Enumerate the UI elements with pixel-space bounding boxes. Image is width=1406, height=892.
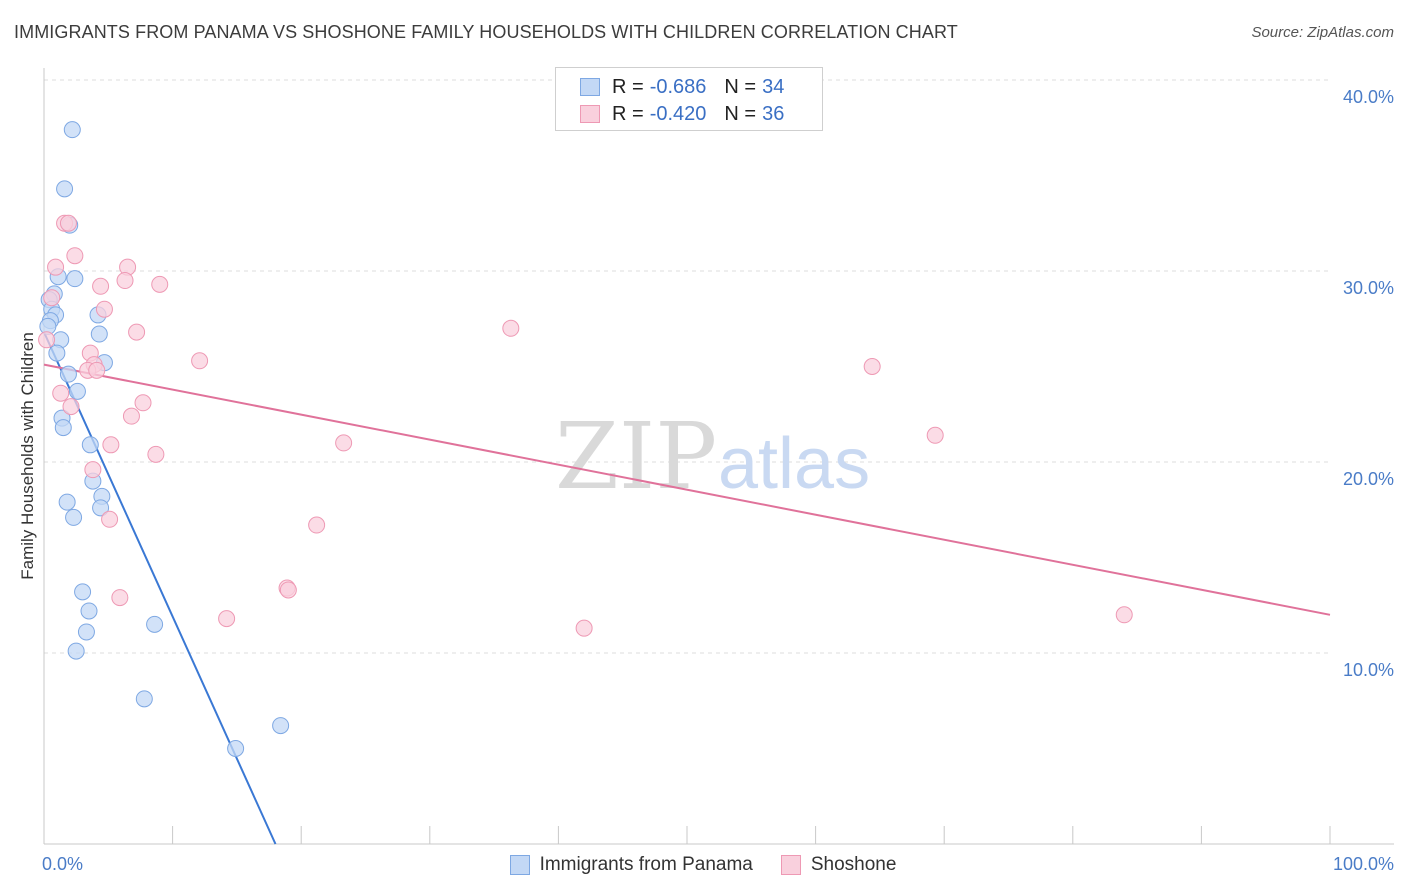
source-credit: Source: ZipAtlas.com bbox=[1251, 24, 1394, 41]
point-shoshone bbox=[502, 319, 520, 337]
point-shoshone bbox=[134, 394, 152, 412]
point-shoshone bbox=[66, 247, 84, 265]
point-shoshone bbox=[147, 445, 165, 463]
series-legend-shoshone[interactable]: Shoshone bbox=[780, 854, 897, 876]
legend-swatch-shoshone bbox=[580, 105, 600, 123]
legend-r-label: R = bbox=[612, 75, 644, 98]
series-label-panama: Immigrants from Panama bbox=[539, 854, 753, 875]
series-legend: Immigrants from Panama Shoshone bbox=[0, 852, 1406, 878]
point-panama bbox=[66, 270, 84, 288]
point-shoshone bbox=[335, 434, 353, 452]
point-shoshone bbox=[111, 589, 129, 607]
y-axis-label: Family Households with Children bbox=[18, 332, 37, 580]
point-shoshone bbox=[52, 384, 70, 402]
point-panama bbox=[68, 382, 86, 400]
legend-n-label: N = bbox=[724, 75, 757, 98]
point-shoshone bbox=[863, 358, 881, 375]
point-shoshone bbox=[47, 258, 65, 276]
gridlines bbox=[44, 79, 1330, 654]
point-shoshone bbox=[43, 289, 61, 307]
point-shoshone bbox=[308, 516, 326, 534]
point-panama bbox=[81, 436, 99, 454]
data-points bbox=[38, 121, 1133, 757]
point-panama bbox=[56, 180, 74, 198]
series-swatch-shoshone bbox=[780, 855, 801, 875]
point-shoshone bbox=[218, 610, 236, 628]
point-shoshone bbox=[191, 352, 209, 370]
point-shoshone bbox=[102, 436, 120, 454]
point-shoshone bbox=[1115, 606, 1133, 624]
point-panama bbox=[80, 602, 98, 620]
point-panama bbox=[59, 365, 77, 383]
point-shoshone bbox=[101, 510, 119, 528]
legend-r-value: -0.420 bbox=[649, 102, 707, 125]
trendline-panama bbox=[43, 331, 277, 845]
point-shoshone bbox=[128, 323, 146, 341]
point-shoshone bbox=[151, 275, 169, 293]
point-panama bbox=[65, 508, 83, 526]
point-panama bbox=[92, 499, 110, 517]
y-tick-label: 10.0% bbox=[1343, 660, 1394, 680]
point-panama bbox=[135, 690, 153, 708]
legend-n-label: N = bbox=[724, 102, 757, 125]
y-tick-label: 30.0% bbox=[1343, 278, 1394, 298]
point-panama bbox=[67, 642, 85, 660]
trendline-shoshone bbox=[43, 363, 1331, 616]
point-shoshone bbox=[116, 272, 134, 290]
series-legend-panama[interactable]: Immigrants from Panama bbox=[509, 854, 753, 876]
point-panama bbox=[77, 623, 95, 641]
y-tick-label: 20.0% bbox=[1343, 469, 1394, 489]
legend-n-value: 34 bbox=[762, 75, 785, 98]
point-shoshone bbox=[95, 300, 113, 318]
point-panama bbox=[146, 615, 164, 633]
legend-row-panama: R = -0.686 N = 34 bbox=[580, 74, 784, 100]
stats-legend: R = -0.686 N = 34 R = -0.420 N = 36 bbox=[555, 67, 823, 131]
legend-swatch-panama bbox=[580, 78, 600, 96]
point-panama bbox=[48, 344, 66, 362]
point-shoshone bbox=[59, 214, 77, 232]
legend-r-value: -0.686 bbox=[649, 75, 707, 98]
point-panama bbox=[74, 583, 92, 601]
point-shoshone bbox=[122, 407, 140, 425]
tick-labels: 10.0% 20.0% 30.0% 40.0% 0.0% 100.0% bbox=[42, 87, 1394, 874]
point-panama bbox=[272, 717, 290, 735]
point-shoshone bbox=[88, 361, 106, 379]
point-shoshone bbox=[926, 426, 944, 444]
point-panama bbox=[63, 121, 81, 139]
x-tick-label: 100.0% bbox=[1333, 854, 1394, 874]
axes bbox=[43, 68, 1394, 845]
series-swatch-panama bbox=[509, 855, 530, 875]
trendlines bbox=[43, 331, 1331, 845]
legend-r-label: R = bbox=[612, 102, 644, 125]
point-shoshone bbox=[92, 277, 110, 295]
watermark-zip: ZIP bbox=[555, 403, 717, 510]
point-panama bbox=[58, 493, 76, 511]
point-shoshone bbox=[575, 619, 593, 637]
y-tick-label: 40.0% bbox=[1343, 87, 1394, 107]
point-panama bbox=[54, 419, 72, 437]
point-shoshone bbox=[84, 461, 102, 479]
series-label-shoshone: Shoshone bbox=[810, 854, 897, 875]
x-tick-label: 0.0% bbox=[42, 854, 83, 874]
point-shoshone bbox=[279, 581, 297, 599]
point-shoshone bbox=[38, 331, 56, 349]
point-shoshone bbox=[62, 398, 80, 416]
point-panama bbox=[227, 740, 245, 757]
legend-row-shoshone: R = -0.420 N = 36 bbox=[580, 101, 784, 127]
point-panama bbox=[90, 325, 108, 343]
legend-n-value: 36 bbox=[762, 102, 785, 125]
watermark-atlas: atlas bbox=[718, 424, 870, 504]
chart-title: IMMIGRANTS FROM PANAMA VS SHOSHONE FAMIL… bbox=[14, 22, 958, 42]
